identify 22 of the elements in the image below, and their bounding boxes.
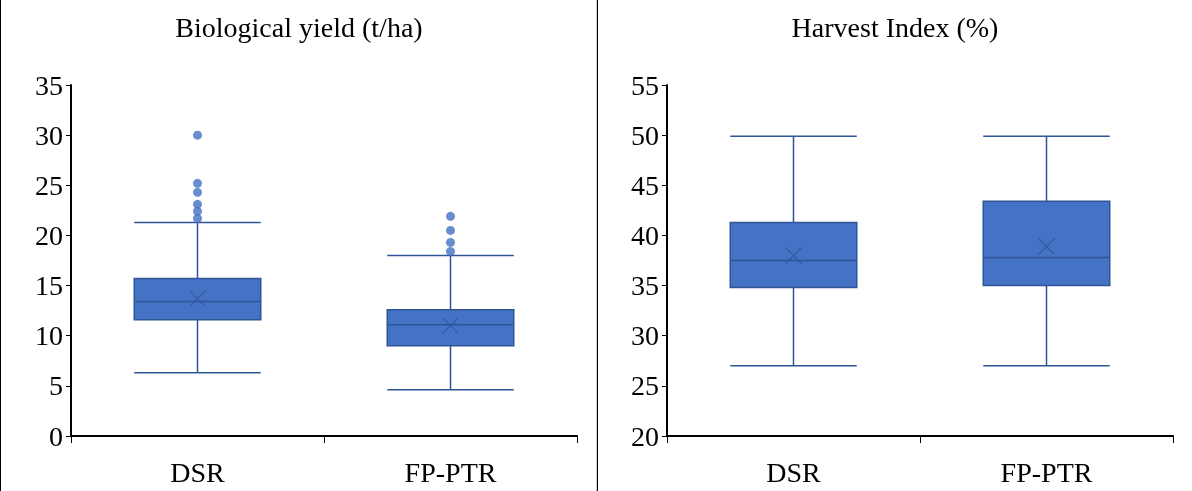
y-tick-label: 30: [35, 119, 63, 151]
y-tick-label: 15: [35, 270, 63, 302]
y-tick-label: 25: [631, 370, 659, 402]
y-tick-label: 30: [631, 320, 659, 352]
y-tick-label: 50: [631, 119, 659, 151]
y-tick-label: 20: [631, 420, 659, 452]
y-tick-label: 0: [49, 420, 63, 452]
y-tick-label: 25: [35, 169, 63, 201]
y-tick-label: 40: [631, 219, 659, 251]
x-tick-label: FP-PTR: [1000, 456, 1093, 488]
y-tick-label: 45: [631, 169, 659, 201]
y-tick-label: 35: [631, 270, 659, 302]
chart-title: Harvest Index (%): [791, 11, 999, 43]
chart-title: Biological yield (t/ha): [175, 11, 423, 43]
y-tick-label: 55: [631, 69, 659, 101]
y-tick-label: 5: [49, 370, 63, 402]
y-tick-label: 35: [35, 69, 63, 101]
y-tick-label: 10: [35, 320, 63, 352]
x-tick-label: DSR: [170, 456, 226, 488]
x-tick-label: DSR: [766, 456, 822, 488]
x-tick-label: FP-PTR: [404, 456, 497, 488]
y-tick-label: 20: [35, 219, 63, 251]
